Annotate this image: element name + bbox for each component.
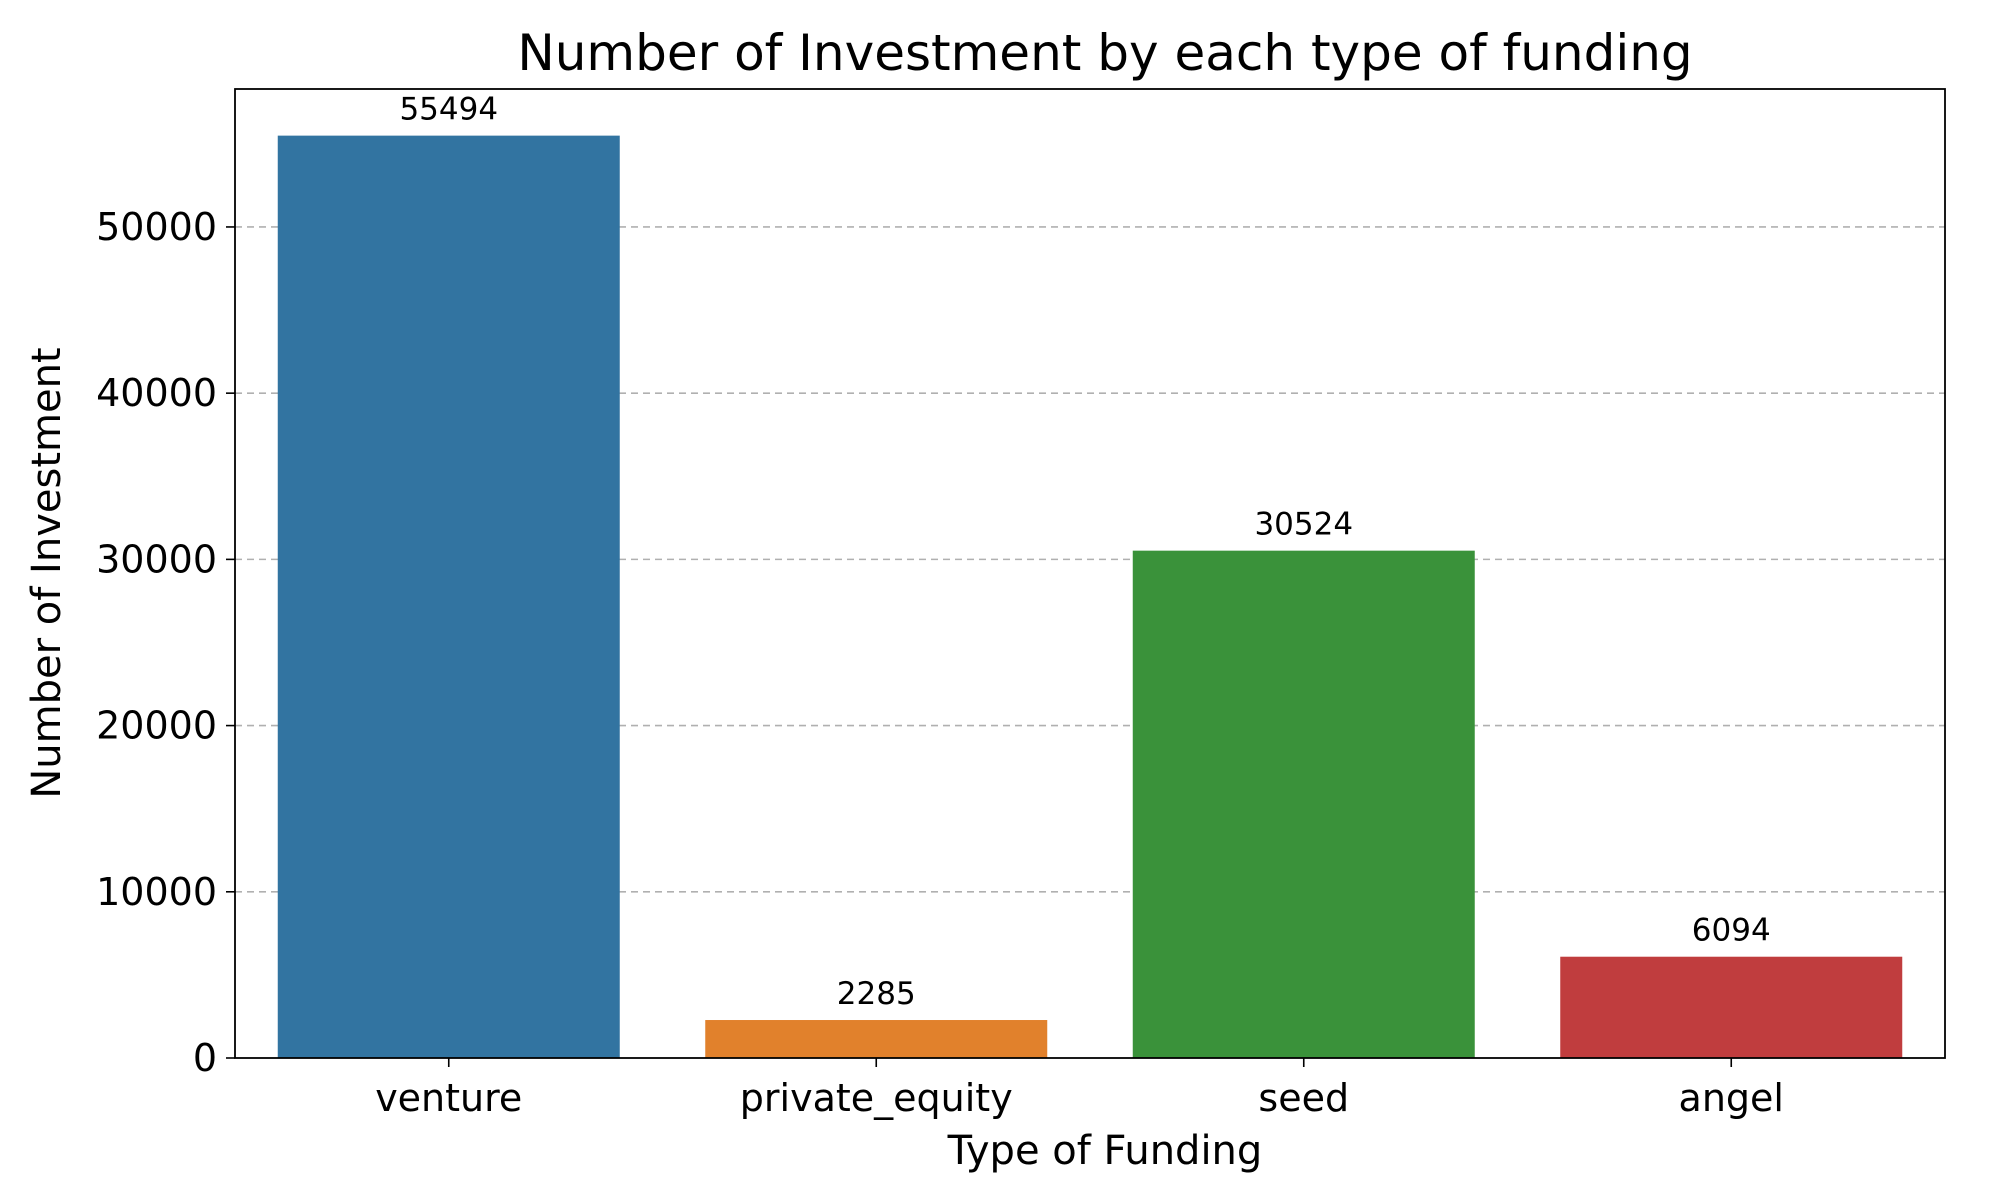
- x-tick-label-venture: venture: [375, 1076, 522, 1120]
- x-axis-label: Type of Funding: [947, 1128, 1263, 1174]
- data-label-angel: 6094: [1692, 913, 1771, 949]
- y-tick-label: 20000: [96, 704, 217, 748]
- x-axis-ticks: venture private_equity seed angel: [375, 1058, 1784, 1120]
- bar-private_equity: [705, 1020, 1048, 1058]
- gridlines: [235, 226, 1945, 893]
- y-tick-label: 0: [193, 1036, 217, 1080]
- x-tick-label-angel: angel: [1679, 1076, 1784, 1120]
- data-label-venture: 55494: [399, 92, 498, 128]
- data-labels: 55494 2285 30524 6094: [399, 92, 1770, 1012]
- plot-frame: [234, 88, 1946, 1059]
- y-tick-label: 50000: [96, 205, 217, 249]
- bar-venture: [277, 135, 620, 1059]
- y-tick-label: 10000: [96, 870, 217, 914]
- x-tick-label-seed: seed: [1258, 1076, 1349, 1120]
- bar-seed: [1132, 550, 1475, 1058]
- y-axis-label: Number of Investment: [24, 347, 70, 798]
- bars: [277, 135, 1903, 1059]
- data-label-private_equity: 2285: [837, 976, 916, 1012]
- y-tick-label: 30000: [96, 537, 217, 581]
- x-tick-label-private_equity: private_equity: [740, 1076, 1013, 1120]
- chart-title: Number of Investment by each type of fun…: [517, 24, 1692, 82]
- y-axis-ticks: 0 10000 20000 30000 40000 50000: [96, 205, 235, 1080]
- data-label-seed: 30524: [1254, 507, 1353, 543]
- bar-angel: [1560, 956, 1903, 1058]
- y-tick-label: 40000: [96, 371, 217, 415]
